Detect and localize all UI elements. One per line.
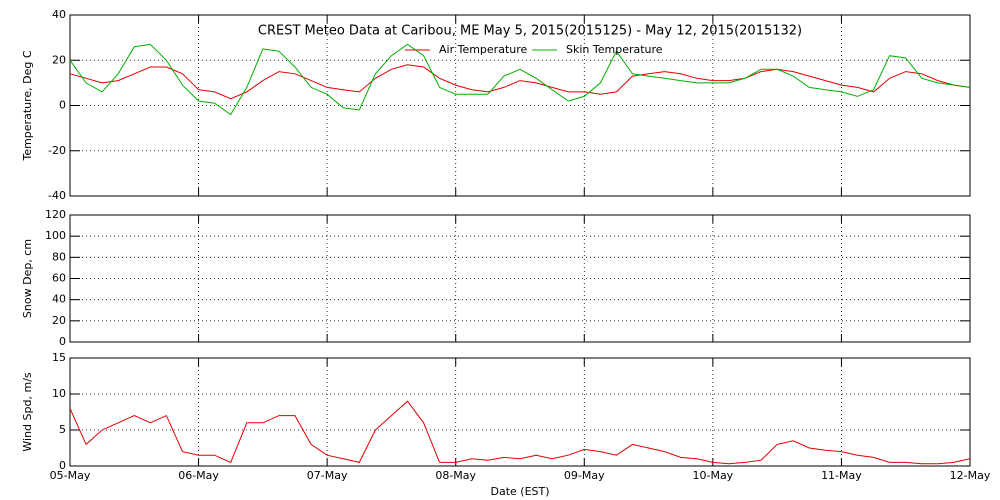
x-tick-label: 08-May xyxy=(435,469,476,482)
legend-label: Air Temperature xyxy=(439,43,528,56)
y-tick-label: 0 xyxy=(59,459,66,472)
y-tick-label: 10 xyxy=(52,387,66,400)
x-tick-label: 07-May xyxy=(307,469,348,482)
legend-label: Skin Temperature xyxy=(566,43,663,56)
y-tick-label: 0 xyxy=(59,335,66,348)
x-tick-label: 09-May xyxy=(564,469,605,482)
plot-frame xyxy=(69,214,971,343)
x-tick-label: 06-May xyxy=(178,469,219,482)
y-tick-label: 5 xyxy=(59,423,66,436)
y-tick-label: -20 xyxy=(48,144,66,157)
y-tick-label: 0 xyxy=(59,99,66,112)
x-tick-label: 12-May xyxy=(950,469,991,482)
chart-title: CREST Meteo Data at Caribou, ME May 5, 2… xyxy=(258,24,802,39)
y-tick-label: 120 xyxy=(45,208,66,221)
y-tick-label: 20 xyxy=(52,53,66,66)
y-tick-label: 80 xyxy=(52,250,66,263)
data-line xyxy=(69,400,971,465)
y-axis-label: Temperature, Deg C xyxy=(21,50,34,161)
y-tick-label: 60 xyxy=(52,272,66,285)
data-line xyxy=(69,64,971,100)
y-tick-label: 15 xyxy=(52,351,66,364)
y-axis-label: Snow Dep, cm xyxy=(21,239,34,318)
y-tick-label: 40 xyxy=(52,293,66,306)
data-line xyxy=(69,43,971,116)
y-tick-label: 100 xyxy=(45,229,66,242)
y-axis-label: Wind Spd, m/s xyxy=(21,372,34,452)
x-tick-label: 05-May xyxy=(50,469,91,482)
y-tick-label: -40 xyxy=(48,189,66,202)
y-tick-label: 20 xyxy=(52,314,66,327)
x-axis-label: Date (EST) xyxy=(490,485,549,498)
x-tick-label: 11-May xyxy=(821,469,862,482)
plot-frame xyxy=(69,14,971,197)
x-tick-label: 10-May xyxy=(692,469,733,482)
y-tick-label: 40 xyxy=(52,8,66,21)
plot-frame xyxy=(69,357,971,467)
